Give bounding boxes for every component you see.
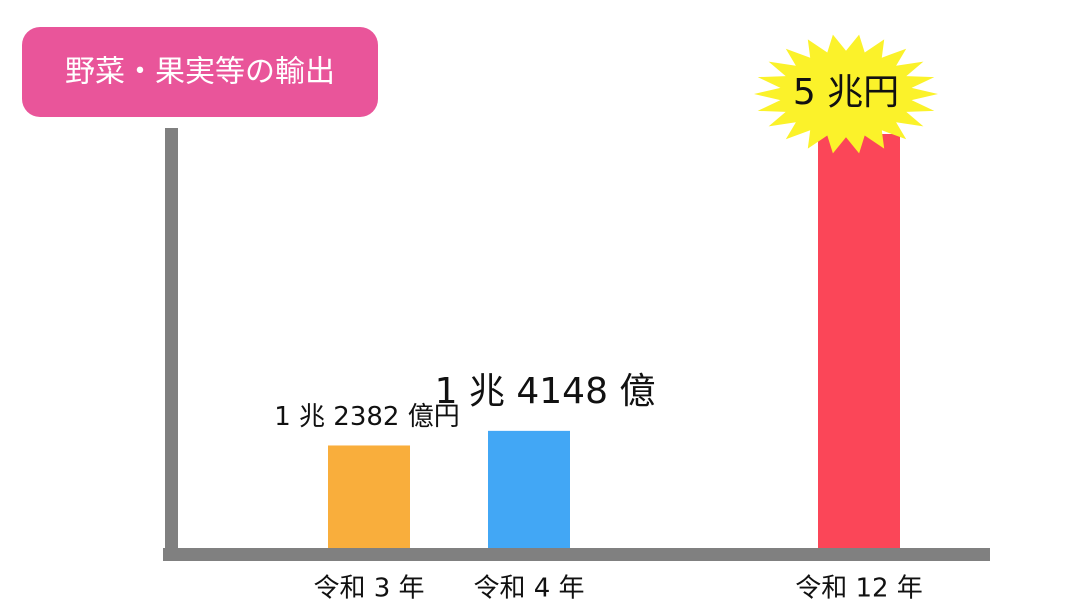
value-label: 1 兆 2382 億円 [274,402,460,432]
value-label: 1 兆 4148 億 [435,371,656,412]
y-axis [165,128,178,560]
x-axis [163,548,990,561]
bar [488,430,570,548]
starburst [754,34,938,154]
title-box [22,27,378,117]
chart-title: 野菜・果実等の輸出 [65,55,335,90]
x-tick-label: 令和 12 年 [795,574,923,604]
bar [818,134,900,548]
bar [328,445,410,548]
x-tick-label: 令和 3 年 [313,574,424,604]
x-tick-label: 令和 4 年 [473,574,584,604]
value-label: 5 兆円 [793,72,899,113]
